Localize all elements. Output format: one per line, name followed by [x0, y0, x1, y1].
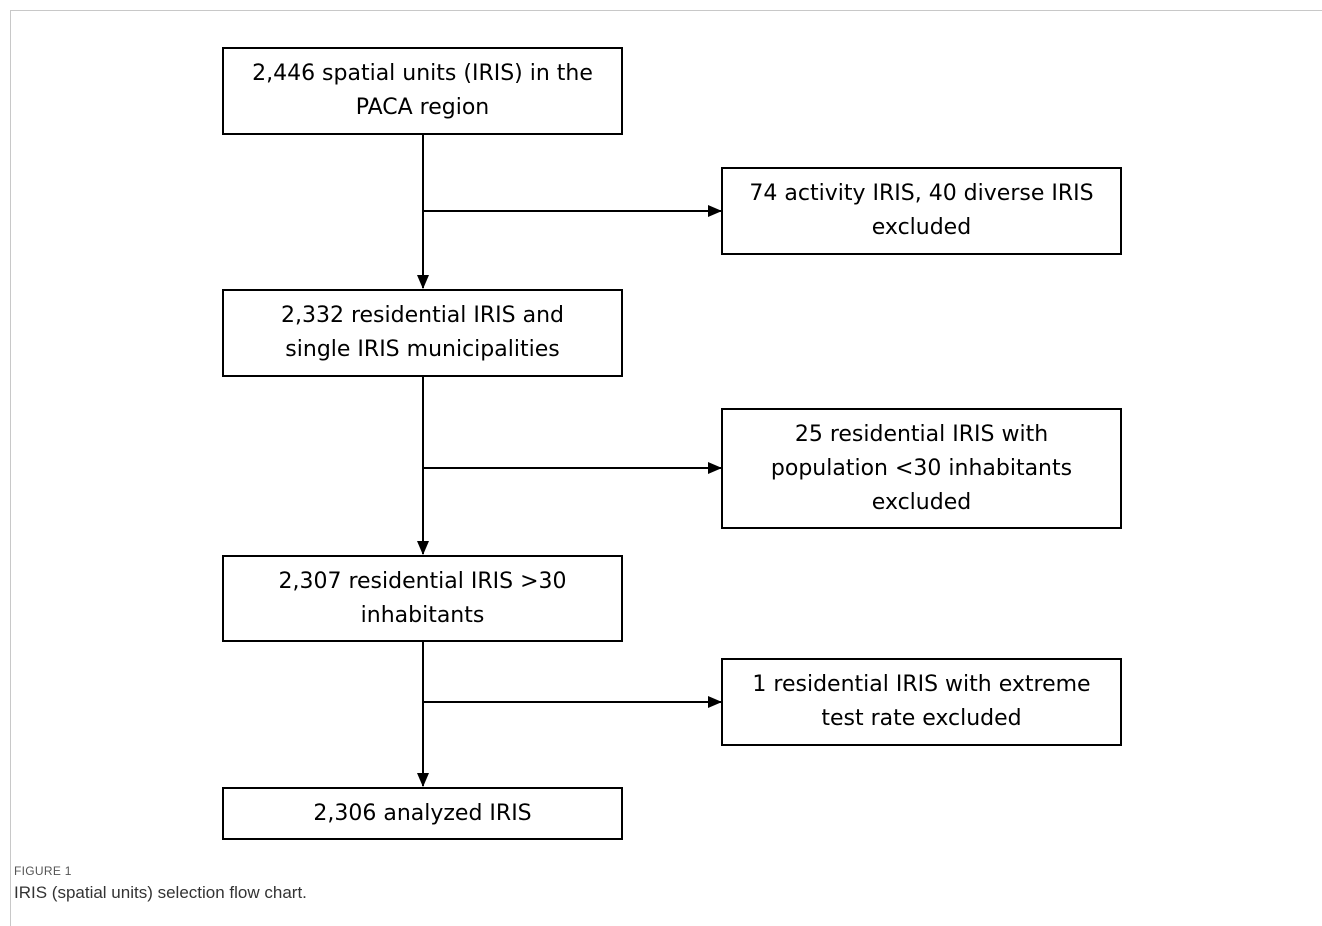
exclusion-box-activity-diverse: 74 activity IRIS, 40 diverse IRIS exclud…	[721, 167, 1122, 255]
exclusion-box-extreme-test-rate: 1 residential IRIS with extreme test rat…	[721, 658, 1122, 746]
step-box-spatial-units: 2,446 spatial units (IRIS) in the PACA r…	[222, 47, 623, 135]
figure-caption: IRIS (spatial units) selection flow char…	[14, 883, 307, 902]
step-box-analyzed-iris: 2,306 analyzed IRIS	[222, 787, 623, 840]
exclusion-box-low-population: 25 residential IRIS with population <30 …	[721, 408, 1122, 529]
step-box-residential-over-30: 2,307 residential IRIS >30 inhabitants	[222, 555, 623, 642]
figure-frame	[10, 10, 1322, 926]
figure-label: FIGURE 1	[14, 864, 72, 878]
step-box-residential-iris: 2,332 residential IRIS and single IRIS m…	[222, 289, 623, 377]
